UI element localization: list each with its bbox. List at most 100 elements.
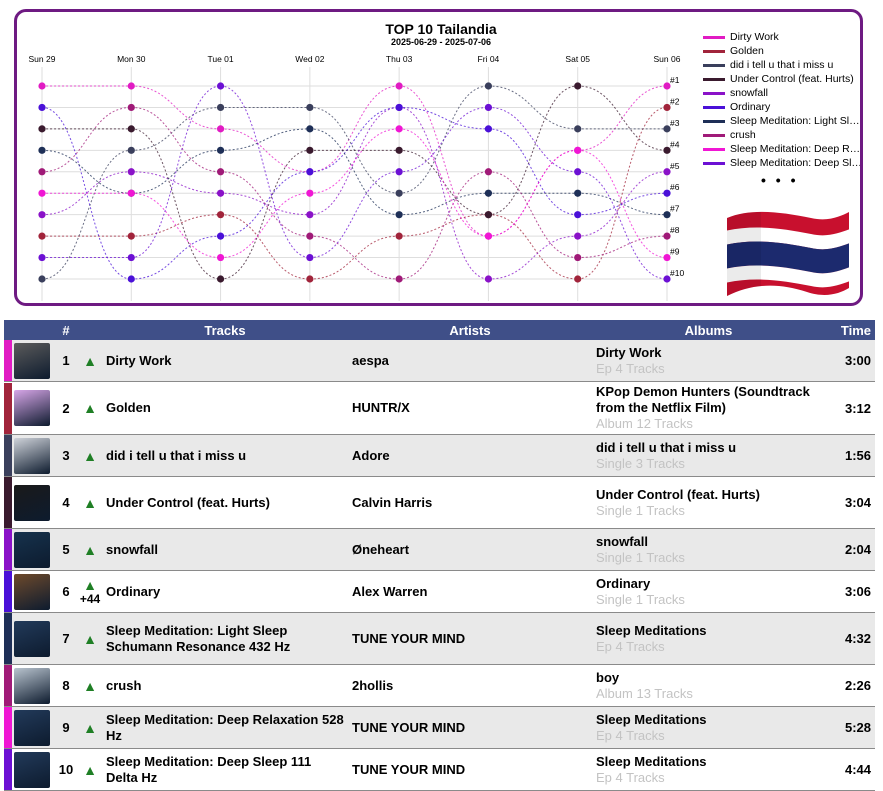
data-point[interactable] xyxy=(127,103,135,112)
data-point[interactable] xyxy=(663,275,671,283)
data-point[interactable] xyxy=(663,253,671,262)
table-row[interactable]: 7 ▲ Sleep Meditation: Light Sleep Schumann… xyxy=(4,612,875,665)
track-name[interactable]: Sleep Meditation: Deep Relaxation 528 Hz xyxy=(102,706,348,749)
data-point[interactable] xyxy=(395,211,403,219)
album-name[interactable]: Dirty Work xyxy=(596,344,662,360)
data-point[interactable] xyxy=(38,146,46,154)
data-point[interactable] xyxy=(127,125,135,133)
legend-item[interactable]: crush xyxy=(703,128,860,142)
data-point[interactable] xyxy=(574,232,582,240)
header-albums[interactable]: Albums xyxy=(684,322,733,338)
artist-name[interactable]: TUNE YOUR MIND xyxy=(348,706,592,749)
artist-name[interactable]: Øneheart xyxy=(348,528,592,571)
album-cover-image[interactable] xyxy=(14,751,50,788)
data-point[interactable] xyxy=(306,103,314,112)
data-point[interactable] xyxy=(216,103,225,112)
legend-item[interactable]: Sleep Meditation: Light Sle... xyxy=(703,114,860,128)
data-point[interactable] xyxy=(127,232,135,240)
track-name[interactable]: did i tell u that i miss u xyxy=(102,434,348,477)
data-point[interactable] xyxy=(484,232,493,240)
data-point[interactable] xyxy=(216,189,225,197)
data-point[interactable] xyxy=(663,232,671,240)
data-point[interactable] xyxy=(216,211,225,219)
album-cover-image[interactable] xyxy=(14,437,50,474)
album-cover-image[interactable] xyxy=(14,390,50,426)
data-point[interactable] xyxy=(574,146,582,154)
data-point[interactable] xyxy=(484,211,493,219)
track-name[interactable]: Under Control (feat. Hurts) xyxy=(102,476,348,529)
data-point[interactable] xyxy=(663,146,671,154)
table-row[interactable]: 5 ▲ snowfall Øneheart snowfall Single 1 Track… xyxy=(4,528,875,571)
data-point[interactable] xyxy=(574,82,582,90)
data-point[interactable] xyxy=(395,189,403,197)
header-rank[interactable]: # xyxy=(62,322,70,338)
data-point[interactable] xyxy=(663,103,671,112)
track-name[interactable]: Ordinary xyxy=(102,570,348,613)
data-point[interactable] xyxy=(127,253,135,262)
album-name[interactable]: did i tell u that i miss u xyxy=(596,439,737,455)
table-row[interactable]: 4 ▲ Under Control (feat. Hurts) Calvin Harr… xyxy=(4,476,875,529)
data-point[interactable] xyxy=(216,125,225,133)
data-point[interactable] xyxy=(395,232,403,240)
data-point[interactable] xyxy=(395,275,403,283)
data-point[interactable] xyxy=(38,125,46,133)
track-name[interactable]: Sleep Meditation: Deep Sleep 111 Delta H… xyxy=(102,748,348,791)
table-row[interactable]: 10 ▲ Sleep Meditation: Deep Sleep 111 Delt… xyxy=(4,748,875,791)
header-tracks[interactable]: Tracks xyxy=(204,322,246,338)
data-point[interactable] xyxy=(38,232,46,240)
album-cover-image[interactable] xyxy=(14,531,50,568)
data-point[interactable] xyxy=(38,103,46,112)
data-point[interactable] xyxy=(306,146,314,154)
legend-more-indicator[interactable]: • • • xyxy=(761,172,799,188)
data-point[interactable] xyxy=(38,275,46,283)
data-point[interactable] xyxy=(127,146,135,154)
track-name[interactable]: Golden xyxy=(102,381,348,435)
data-point[interactable] xyxy=(127,168,135,176)
album-cover-image[interactable] xyxy=(14,667,50,704)
data-point[interactable] xyxy=(38,189,46,197)
artist-name[interactable]: Calvin Harris xyxy=(348,476,592,529)
data-point[interactable] xyxy=(216,168,225,176)
data-point[interactable] xyxy=(484,275,493,283)
album-name[interactable]: Ordinary xyxy=(596,575,651,591)
data-point[interactable] xyxy=(306,211,314,219)
artist-name[interactable]: 2hollis xyxy=(348,664,592,707)
track-name[interactable]: crush xyxy=(102,664,348,707)
data-point[interactable] xyxy=(306,275,314,283)
data-point[interactable] xyxy=(484,82,493,90)
data-point[interactable] xyxy=(574,125,582,133)
data-point[interactable] xyxy=(306,125,314,133)
data-point[interactable] xyxy=(306,232,314,240)
data-point[interactable] xyxy=(395,146,403,154)
data-point[interactable] xyxy=(216,275,225,283)
data-point[interactable] xyxy=(395,168,403,176)
track-name[interactable]: Sleep Meditation: Light Sleep Schumann R… xyxy=(102,612,348,665)
data-point[interactable] xyxy=(38,82,46,90)
album-name[interactable]: boy xyxy=(596,669,620,685)
data-point[interactable] xyxy=(484,125,493,133)
header-artists[interactable]: Artists xyxy=(449,322,491,338)
data-point[interactable] xyxy=(127,275,135,283)
data-point[interactable] xyxy=(216,146,225,154)
data-point[interactable] xyxy=(216,232,225,240)
data-point[interactable] xyxy=(216,82,225,90)
header-time[interactable]: Time xyxy=(840,322,871,338)
table-row[interactable]: 3 ▲ did i tell u that i miss u Adore did i t… xyxy=(4,434,875,477)
album-name[interactable]: KPop Demon Hunters (Soundtrack from the … xyxy=(596,384,810,415)
artist-name[interactable]: aespa xyxy=(348,340,592,382)
artist-name[interactable]: TUNE YOUR MIND xyxy=(348,612,592,665)
table-row[interactable]: 6 ▲ +44 Ordinary Alex Warren Ordinary Single 1… xyxy=(4,570,875,613)
table-row[interactable]: 1 ▲ Dirty Work aespa Dirty Work Ep 4 Tracks 3:… xyxy=(4,340,875,382)
data-point[interactable] xyxy=(484,168,493,176)
legend-item[interactable]: snowfall xyxy=(703,86,860,100)
album-cover-image[interactable] xyxy=(14,342,50,379)
legend-item[interactable]: Under Control (feat. Hurts) xyxy=(703,72,860,86)
data-point[interactable] xyxy=(306,168,314,176)
data-point[interactable] xyxy=(574,275,582,283)
data-point[interactable] xyxy=(306,253,314,262)
data-point[interactable] xyxy=(127,82,135,90)
album-cover-image[interactable] xyxy=(14,484,50,521)
data-point[interactable] xyxy=(127,189,135,197)
legend-item[interactable]: did i tell u that i miss u xyxy=(703,58,860,72)
table-row[interactable]: 8 ▲ crush 2hollis boy Album 13 Tracks 2:26 xyxy=(4,664,875,707)
